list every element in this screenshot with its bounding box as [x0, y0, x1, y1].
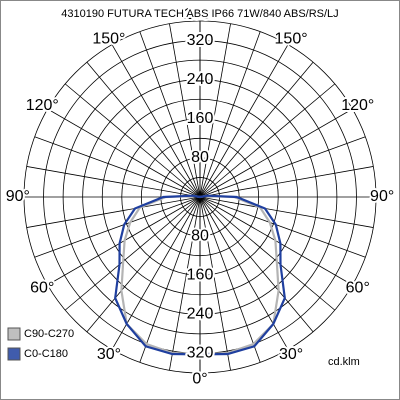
grid-spoke	[199, 196, 366, 258]
r-tick-label: 160	[187, 110, 214, 127]
grid-spoke	[199, 23, 231, 198]
grid-spoke	[199, 44, 289, 198]
chart-title: 4310190 FUTURA TECH ABS IP66 71W/840 ABS…	[61, 8, 338, 20]
angle-label: 180°	[183, 6, 216, 23]
grid-spoke	[26, 166, 201, 198]
intensity-curve	[199, 194, 286, 356]
grid-spoke	[199, 31, 261, 198]
grid-spoke	[34, 136, 201, 198]
angle-label: 60°	[346, 279, 370, 296]
grid-spoke	[199, 196, 231, 371]
grid-spoke	[199, 196, 374, 228]
grid-spoke	[64, 83, 201, 198]
r-tick-label: 160	[187, 266, 214, 283]
r-tick-label: 320	[187, 345, 214, 362]
grid-spoke	[199, 61, 314, 198]
legend-label: C0-C180	[24, 348, 68, 360]
r-tick-label: 320	[187, 32, 214, 49]
r-tick-label: 240	[187, 71, 214, 88]
angle-label: 0°	[192, 370, 207, 387]
grid-spoke	[34, 196, 201, 258]
unit-label: cd.klm	[328, 356, 360, 368]
grid-spoke	[199, 83, 336, 198]
grid-spoke	[199, 196, 336, 311]
grid-spoke	[86, 196, 201, 333]
angle-label: 150°	[275, 30, 308, 47]
grid-spoke	[139, 31, 201, 198]
legend-swatch	[7, 347, 21, 361]
angle-label: 120°	[26, 97, 59, 114]
angle-label: 90°	[370, 188, 394, 205]
angle-label: 30°	[279, 346, 303, 363]
angle-label: 30°	[97, 346, 121, 363]
grid-spoke	[199, 196, 314, 333]
grid-spoke	[199, 196, 261, 363]
grid-spoke	[86, 61, 201, 198]
r-tick-label: 80	[191, 227, 209, 244]
grid-spoke	[111, 44, 201, 198]
legend-swatch	[7, 327, 21, 341]
angle-label: 60°	[30, 279, 54, 296]
r-tick-label: 240	[187, 306, 214, 323]
legend-label: C90-C270	[24, 328, 74, 340]
grid-spoke	[139, 196, 201, 363]
grid-spoke	[26, 196, 201, 228]
grid-spoke	[199, 108, 353, 198]
grid-spoke	[199, 166, 374, 198]
grid-spoke	[169, 23, 201, 198]
intensity-curve	[114, 194, 201, 356]
r-tick-label: 80	[191, 149, 209, 166]
grid-spoke	[64, 196, 201, 311]
grid-spoke	[169, 196, 201, 371]
angle-label: 150°	[92, 30, 125, 47]
grid-spoke	[199, 136, 366, 198]
angle-label: 90°	[6, 188, 30, 205]
grid-spoke	[47, 108, 201, 198]
angle-label: 120°	[341, 97, 374, 114]
